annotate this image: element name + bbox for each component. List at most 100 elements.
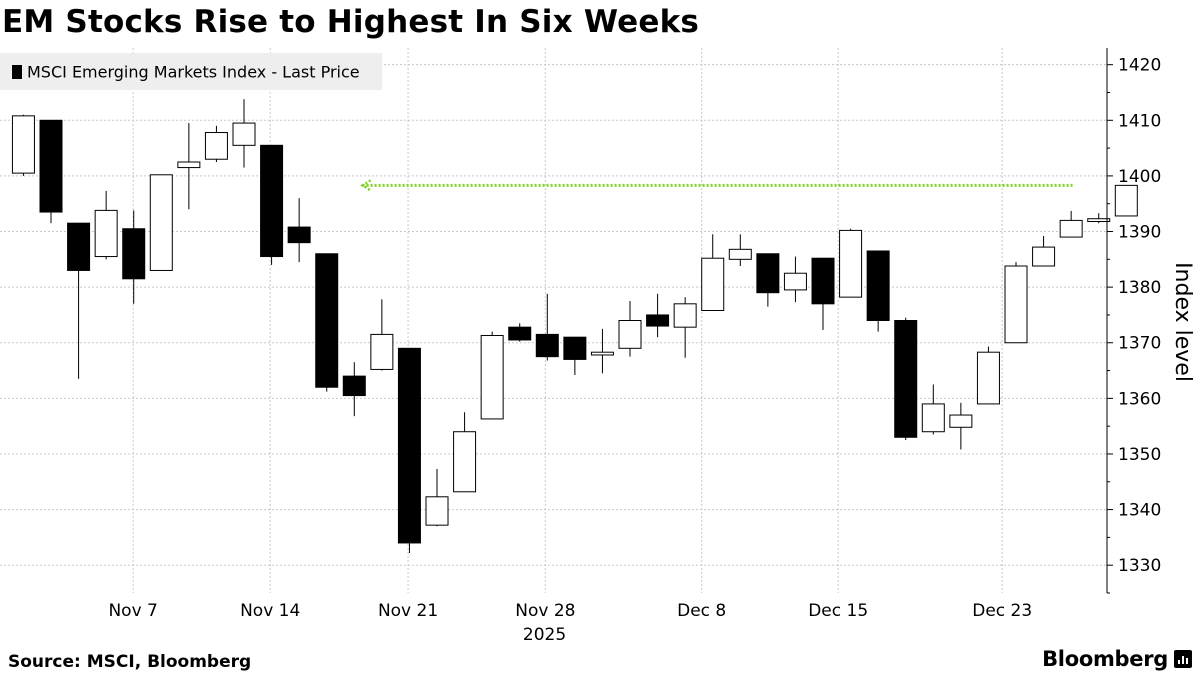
- x-tick-label: Nov 7: [108, 601, 157, 621]
- chart-title: EM Stocks Rise to Highest In Six Weeks: [2, 4, 700, 40]
- bloomberg-bar-icon: [1174, 650, 1192, 668]
- legend-background: [0, 53, 382, 90]
- candle: [866, 250, 890, 332]
- y-tick-label: 1350: [1118, 445, 1161, 465]
- candle: [839, 228, 863, 298]
- y-tick-label: 1340: [1118, 501, 1161, 521]
- candle-body-up: [921, 403, 945, 433]
- x-tick-label: Dec 23: [972, 601, 1032, 621]
- candle-body-up: [94, 209, 118, 258]
- candle: [949, 402, 973, 450]
- candle: [177, 123, 201, 210]
- candle: [260, 144, 284, 265]
- candle: [590, 328, 614, 374]
- candle-body-up: [1004, 265, 1028, 344]
- candle-body-up: [618, 320, 642, 349]
- candle-body-up: [701, 257, 725, 311]
- candle: [342, 362, 366, 417]
- candle-body-up: [11, 115, 35, 174]
- candle: [1114, 184, 1138, 217]
- candle-body-up: [949, 414, 973, 428]
- candle-body-up: [480, 335, 504, 420]
- candle: [370, 299, 394, 371]
- legend: MSCI Emerging Markets Index - Last Price: [0, 53, 382, 90]
- candle-body-up: [425, 496, 449, 526]
- candle-body-up: [370, 333, 394, 370]
- candle-body-up: [673, 303, 697, 328]
- candle: [701, 234, 725, 311]
- candle-body-down: [894, 320, 918, 438]
- candle-body-down: [646, 314, 670, 327]
- x-tick-label: Dec 8: [677, 601, 726, 621]
- x-gridlines: [132, 48, 1003, 593]
- candle-body-down: [315, 253, 339, 388]
- candle: [204, 125, 228, 163]
- candle: [756, 253, 780, 307]
- candle: [783, 256, 807, 303]
- reference-line-group: [360, 179, 1073, 192]
- candle: [11, 114, 35, 176]
- candle-body-down: [397, 347, 421, 544]
- candle-body-down: [563, 336, 587, 360]
- candles: [11, 99, 1138, 553]
- candle: [480, 331, 504, 420]
- brand-wordmark: Bloomberg: [1042, 647, 1168, 671]
- candle: [728, 234, 752, 266]
- candle-body-up: [783, 272, 807, 291]
- candle-body-down: [122, 228, 146, 280]
- y-tick-label: 1360: [1118, 389, 1161, 409]
- y-axis-label: Index level: [1170, 262, 1195, 382]
- candle-body-up: [232, 122, 256, 146]
- candle-body-up: [1059, 219, 1083, 238]
- candle: [811, 257, 835, 330]
- y-axis: 1330 1340 1350 1360 1370 1380 1390 1400 1410 1420: [1106, 48, 1161, 594]
- candle-body-up: [1032, 246, 1056, 267]
- candle-body-up: [204, 132, 228, 160]
- y-tick-label: 1420: [1118, 56, 1161, 76]
- candle-body-up: [1114, 184, 1138, 217]
- x-tick-label: Nov 14: [240, 601, 300, 621]
- candle-body-up: [177, 161, 201, 169]
- candle: [315, 253, 339, 392]
- x-axis-labels: Nov 7 Nov 14 Nov 21 Nov 28 Dec 8 Dec 15 Dec 23…: [108, 601, 1032, 645]
- candle: [453, 412, 477, 493]
- y-tick-label: 1400: [1118, 167, 1161, 187]
- candle: [67, 222, 91, 379]
- candle: [122, 210, 146, 304]
- candle-body-down: [811, 257, 835, 305]
- y-tick-label: 1380: [1118, 278, 1161, 298]
- x-year-label: 2025: [523, 625, 566, 645]
- candle: [1004, 262, 1028, 344]
- candle-body-down: [342, 375, 366, 397]
- x-tick-label: Nov 28: [515, 601, 575, 621]
- y-tick-label: 1410: [1118, 111, 1161, 131]
- candle-body-up: [1087, 218, 1111, 223]
- candle: [94, 190, 118, 260]
- candle-body-up: [590, 351, 614, 356]
- x-tick-label: Dec 15: [808, 601, 868, 621]
- candle: [618, 301, 642, 357]
- candle: [39, 119, 63, 224]
- candle: [149, 174, 173, 271]
- candle: [535, 293, 559, 361]
- candle-body-down: [67, 222, 91, 271]
- candle-body-up: [453, 431, 477, 493]
- candle: [673, 297, 697, 358]
- candle: [1032, 235, 1056, 267]
- candle: [1059, 210, 1083, 238]
- source-note: Source: MSCI, Bloomberg: [8, 652, 252, 672]
- candle: [508, 323, 532, 342]
- candle-body-down: [508, 326, 532, 341]
- candle: [287, 198, 311, 263]
- legend-label: MSCI Emerging Markets Index - Last Price: [27, 63, 360, 82]
- candle-body-up: [149, 174, 173, 271]
- candle-body-up: [839, 229, 863, 298]
- x-tick-label: Nov 21: [378, 601, 438, 621]
- y-tick-label: 1330: [1118, 556, 1161, 576]
- candle: [397, 347, 421, 553]
- candle-body-down: [535, 333, 559, 358]
- candle-body-down: [260, 144, 284, 258]
- candle-body-down: [866, 250, 890, 321]
- candle: [232, 99, 256, 168]
